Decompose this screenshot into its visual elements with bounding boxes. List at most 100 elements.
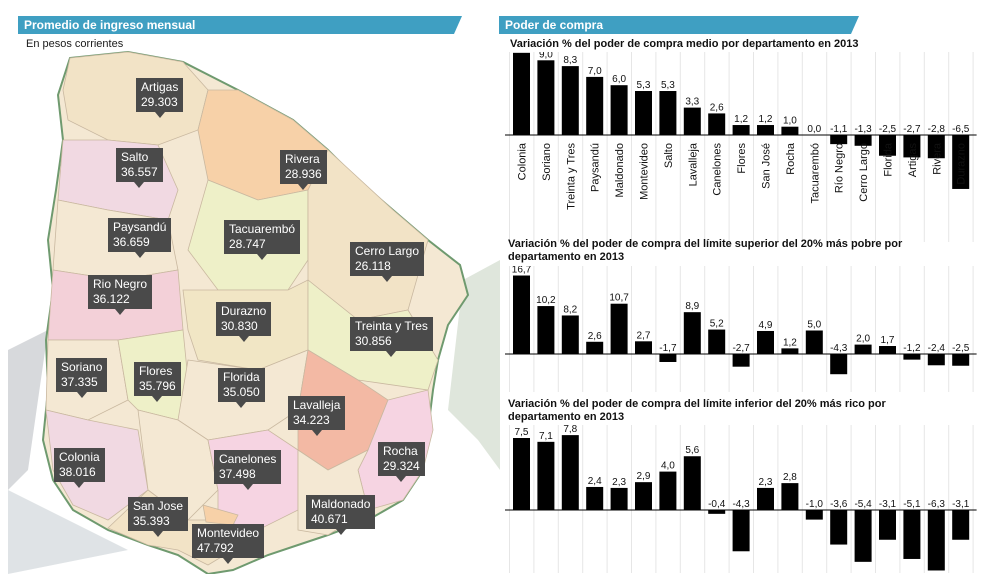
map-label-name: Florida: [223, 370, 260, 384]
bar: [659, 471, 677, 510]
map-label-lavalleja: Lavalleja 34.223: [288, 396, 346, 436]
data-label: -2,7: [732, 343, 750, 354]
category-label: Durazno: [956, 143, 968, 185]
map-label-value: 40.671: [311, 512, 348, 526]
data-label: 5,0: [807, 320, 821, 331]
bar: [610, 303, 628, 354]
bar: [903, 354, 921, 360]
bar: [732, 354, 750, 367]
map-label-name: Rio Negro: [93, 277, 148, 291]
data-label: -2,8: [928, 124, 946, 135]
map-label-name: San Jose: [133, 499, 184, 513]
data-label: 2,3: [612, 477, 626, 488]
bar: [732, 125, 750, 135]
data-label: 1,2: [759, 114, 773, 125]
category-label: Flores: [736, 143, 748, 174]
map-label-name: Artigas: [141, 80, 179, 94]
bar: [610, 487, 628, 510]
map-label-tacuarembó: Tacuarembó 28.747: [224, 220, 301, 260]
map-label-value: 30.856: [355, 334, 392, 348]
data-label: -1,7: [659, 343, 677, 354]
map-subtitle: En pesos corrientes: [26, 38, 124, 50]
data-label: -5,1: [903, 499, 921, 510]
data-label: 2,9: [637, 471, 651, 482]
map-label-value: 28.747: [229, 237, 266, 251]
data-label: -3,1: [952, 499, 970, 510]
chart-3-title: Variación % del poder de compra del lími…: [508, 398, 886, 423]
chart-2-title: Variación % del poder de compra del lími…: [508, 238, 903, 263]
bar: [830, 510, 848, 545]
bar: [537, 441, 555, 510]
bar: [830, 354, 848, 375]
map-label-rio-negro: Rio Negro 36.122: [88, 275, 153, 315]
map-label-name: Paysandú: [113, 220, 167, 234]
data-label: 4,0: [661, 461, 675, 472]
data-label: 8,3: [563, 55, 577, 66]
map-label-name: Treinta y Tres: [355, 319, 428, 333]
data-label: -6,3: [928, 499, 946, 510]
bar: [757, 125, 774, 135]
map-label-value: 30.830: [221, 319, 258, 333]
bar: [781, 348, 799, 354]
map-label-value: 36.122: [93, 292, 130, 306]
bar: [561, 315, 579, 354]
map-label-value: 35.393: [133, 514, 170, 528]
map-label-name: Canelones: [219, 452, 277, 466]
data-label: -3,6: [830, 499, 848, 510]
bar: [732, 510, 750, 552]
chart-2-poorest: 16,7 10,2 8,2 2,6 10,7 2,7 -1,7 8,9 5,2 -2,7 4,9 1,…: [505, 266, 977, 392]
bar: [586, 341, 604, 354]
bar: [561, 435, 579, 510]
map-label-value: 35.050: [223, 385, 260, 399]
data-label: 1,7: [881, 335, 895, 346]
data-label: -4,3: [830, 343, 848, 354]
chart-1-average: 9,9 Colonia 9,0 Soriano 8,3 Treinta y Tres 7,0…: [505, 52, 977, 242]
bar: [903, 510, 921, 559]
data-label: -1,0: [806, 499, 824, 510]
data-label: 10,7: [609, 293, 629, 304]
bar: [805, 330, 823, 354]
bar: [854, 510, 872, 562]
data-label: -1,2: [903, 343, 921, 354]
map-label-value: 29.303: [141, 95, 178, 109]
map-label-name: Salto: [121, 150, 149, 164]
data-label: 2,7: [637, 330, 651, 341]
data-label: 7,8: [563, 425, 577, 435]
data-label: -0,4: [708, 499, 726, 510]
category-label: Treinta y Tres: [565, 143, 577, 210]
category-label: Rocha: [785, 142, 797, 175]
bar: [683, 456, 701, 510]
bar: [927, 135, 945, 159]
map-label-name: Montevideo: [197, 526, 260, 540]
data-label: 2,4: [588, 476, 602, 487]
bar: [708, 510, 726, 514]
map-label-value: 38.016: [59, 465, 96, 479]
map-label-value: 36.557: [121, 165, 158, 179]
data-label: 5,3: [637, 80, 651, 91]
bar: [805, 510, 823, 520]
map-label-value: 47.792: [197, 541, 234, 555]
map-label-salto: Salto 36.557: [116, 148, 163, 188]
bar: [854, 135, 872, 146]
map-panel-header: Promedio de ingreso mensual: [18, 16, 462, 34]
bar: [854, 344, 872, 354]
data-label: 1,2: [783, 337, 797, 348]
data-label: 6,0: [612, 74, 626, 85]
data-label: 9,0: [539, 52, 553, 60]
data-label: 7,5: [515, 427, 529, 438]
data-label: 10,2: [536, 295, 556, 306]
bar: [513, 52, 530, 135]
category-label: Montevideo: [639, 143, 651, 200]
data-label: 3,3: [685, 97, 699, 108]
bar: [635, 91, 652, 135]
map-label-value: 34.223: [293, 413, 330, 427]
data-label: 1,2: [734, 114, 748, 125]
data-label: 8,9: [685, 301, 699, 312]
map-label-paysandú: Paysandú 36.659: [108, 218, 172, 258]
bar: [830, 135, 848, 145]
data-label: 2,3: [759, 477, 773, 488]
bar: [635, 482, 652, 510]
map-label-name: Flores: [139, 364, 173, 378]
data-label: -6,5: [952, 124, 970, 135]
data-label: 2,6: [588, 331, 602, 342]
